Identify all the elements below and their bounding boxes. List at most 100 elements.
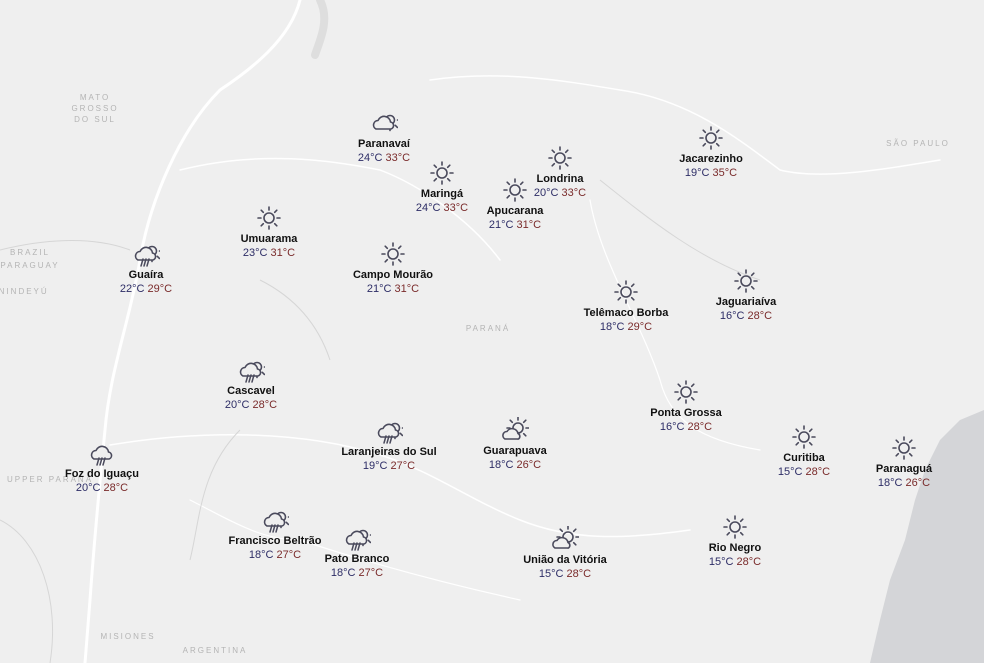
city-temps: 21°C 31°C [435,218,595,232]
city-temps: 20°C 28°C [171,398,331,412]
weather-sunny-icon [430,161,454,185]
weather-sunny-icon [548,146,572,170]
rivers [83,0,941,663]
max-temp: 27°C [390,460,416,472]
weather-partly-cloudy-icon [372,114,398,132]
borders [0,179,761,663]
city-name: Londrina [536,173,584,185]
city-marker-londrina[interactable]: Londrina 20°C 33°C [480,145,640,200]
city-marker-guarapuava[interactable]: Guarapuava 18°C 26°C [435,417,595,472]
max-temp: 31°C [516,219,542,231]
region-label-sao-paulo: SÃO PAULO [886,139,950,148]
min-temp: 19°C [362,460,388,472]
weather-cloud-sun-icon [552,526,579,549]
weather-sunny-icon [723,515,747,539]
min-temp: 15°C [538,568,564,580]
max-temp: 33°C [385,152,411,164]
city-marker-foz-do-iguacu[interactable]: Foz do Iguaçu 20°C 28°C [22,440,182,495]
min-temp: 24°C [357,152,383,164]
city-name: Curitiba [783,452,825,464]
weather-rain-icon [90,445,113,466]
city-marker-curitiba[interactable]: Curitiba 15°C 28°C [724,424,884,479]
city-name: Pato Branco [324,553,390,565]
city-temps: 15°C 28°C [485,567,645,581]
max-temp: 29°C [627,321,653,333]
weather-sunny-icon [699,126,723,150]
min-temp: 16°C [659,421,685,433]
city-name: Telêmaco Borba [583,307,669,319]
max-temp: 27°C [358,567,384,579]
city-temps: 15°C 28°C [655,555,815,569]
city-marker-telemaco-borba[interactable]: Telêmaco Borba 18°C 29°C [546,279,706,334]
max-temp: 33°C [443,202,469,214]
city-temps: 18°C 27°C [277,566,437,580]
city-marker-paranavai[interactable]: Paranavaí 24°C 33°C [304,110,464,165]
max-temp: 28°C [103,482,129,494]
weather-sunny-icon [674,380,698,404]
city-name: Cascavel [227,385,275,397]
min-temp: 20°C [533,187,559,199]
city-name: Paranavaí [358,138,410,150]
min-temp: 21°C [488,219,514,231]
city-temps: 18°C 29°C [546,320,706,334]
city-marker-jaguariaiva[interactable]: Jaguariaíva 16°C 28°C [666,268,826,323]
city-marker-umuarama[interactable]: Umuarama 23°C 31°C [189,205,349,260]
min-temp: 19°C [684,167,710,179]
region-label-mato-grosso-do-sul: MATO GROSSO DO SUL [71,93,119,124]
max-temp: 35°C [712,167,738,179]
city-marker-campo-mourao[interactable]: Campo Mourão 21°C 31°C [313,241,473,296]
weather-sunny-icon [614,280,638,304]
city-temps: 18°C 27°C [195,548,355,562]
city-name: Francisco Beltrão [228,535,322,547]
city-name: Campo Mourão [352,269,434,281]
city-marker-rio-negro[interactable]: Rio Negro 15°C 28°C [655,514,815,569]
weather-sun-rain-icon [134,245,160,267]
region-label-paraguay: PARAGUAY [0,261,60,270]
city-marker-paranagua[interactable]: Paranaguá 18°C 26°C [824,435,984,490]
city-marker-francisco-beltrao[interactable]: Francisco Beltrão 18°C 27°C [195,507,355,562]
weather-sun-rain-icon [345,529,371,551]
city-name: Paranaguá [875,463,933,475]
max-temp: 28°C [687,421,713,433]
city-marker-jacarezinho[interactable]: Jacarezinho 19°C 35°C [631,125,791,180]
weather-sunny-icon [892,436,916,460]
city-temps: 24°C 33°C [362,201,522,215]
city-name: Guarapuava [483,445,547,457]
city-temps: 19°C 27°C [309,459,469,473]
region-label-parana: PARANÁ [465,324,511,333]
weather-sunny-icon [792,425,816,449]
city-name: Laranjeiras do Sul [341,446,437,458]
city-temps: 18°C 26°C [824,476,984,490]
atlantic-ocean [870,410,984,663]
city-name: Umuarama [240,233,298,245]
city-temps: 19°C 35°C [631,166,791,180]
city-marker-laranjeiras-do-sul[interactable]: Laranjeiras do Sul 19°C 27°C [309,418,469,473]
region-label-brazil: BRAZIL [9,248,50,257]
city-marker-uniao-da-vitoria[interactable]: União da Vitória 15°C 28°C [485,526,645,581]
min-temp: 23°C [242,247,268,259]
region-label-canindeyu: ANINDEYÚ [0,287,49,296]
max-temp: 26°C [516,459,542,471]
weather-sun-rain-icon [239,361,265,383]
city-marker-guaira[interactable]: Guaíra 22°C 29°C [66,241,226,296]
max-temp: 29°C [147,283,173,295]
city-name: Guaíra [128,269,164,281]
city-marker-cascavel[interactable]: Cascavel 20°C 28°C [171,357,331,412]
city-temps: 16°C 28°C [606,420,766,434]
max-temp: 28°C [736,556,762,568]
city-marker-maringa[interactable]: Maringá 24°C 33°C [362,160,522,215]
min-temp: 22°C [119,283,145,295]
city-temps: 20°C 28°C [22,481,182,495]
max-temp: 33°C [561,187,587,199]
max-temp: 28°C [566,568,592,580]
city-name: Apucarana [486,205,544,217]
min-temp: 18°C [599,321,625,333]
weather-sun-rain-icon [377,422,403,444]
city-marker-pato-branco[interactable]: Pato Branco 18°C 27°C [277,525,437,580]
city-marker-apucarana[interactable]: Apucarana 21°C 31°C [435,177,595,232]
city-marker-ponta-grossa[interactable]: Ponta Grossa 16°C 28°C [606,379,766,434]
min-temp: 15°C [777,466,803,478]
max-temp: 27°C [276,549,302,561]
min-temp: 18°C [248,549,274,561]
